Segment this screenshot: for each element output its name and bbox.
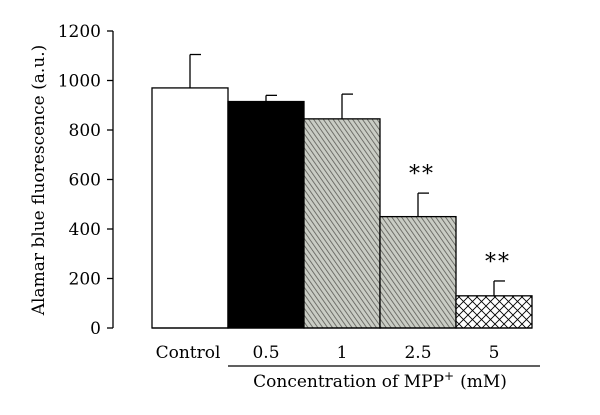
bar bbox=[227, 100, 305, 329]
bar bbox=[379, 215, 457, 329]
y-tick-label: 400 bbox=[69, 220, 101, 240]
x-tick-label: 0.5 bbox=[252, 343, 279, 363]
y-tick-label: 1000 bbox=[58, 72, 101, 92]
x-axis-title: Concentration of MPP+ (mM) bbox=[253, 369, 507, 392]
y-tick-label: 1200 bbox=[58, 22, 101, 42]
significance-annotation: ** bbox=[485, 250, 511, 275]
y-axis-title: Alamar blue fluorescence (a.u.) bbox=[29, 45, 49, 316]
x-axis: Control 0.5 1 2.5 5 bbox=[152, 327, 540, 367]
bars: ** ** bbox=[151, 53, 533, 329]
x-tick-label: 5 bbox=[489, 343, 500, 363]
x-tick-label: 2.5 bbox=[404, 343, 431, 363]
significance-annotation: ** bbox=[409, 162, 435, 187]
x-axis-title-unit: (mM) bbox=[460, 372, 507, 392]
bar bbox=[455, 295, 533, 329]
x-axis-title-superscript: + bbox=[444, 369, 454, 383]
y-tick-label: 600 bbox=[69, 171, 101, 191]
y-tick-label: 0 bbox=[90, 319, 101, 339]
y-tick-label: 200 bbox=[69, 270, 101, 290]
bar bbox=[303, 118, 381, 329]
x-tick-label: Control bbox=[156, 343, 221, 363]
x-axis-title-main: Concentration of MPP bbox=[253, 372, 444, 392]
y-tick-label: 800 bbox=[69, 121, 101, 141]
bar bbox=[151, 87, 229, 329]
y-axis: 0 200 400 600 800 1000 1200 bbox=[58, 22, 114, 339]
x-tick-label: 1 bbox=[337, 343, 348, 363]
